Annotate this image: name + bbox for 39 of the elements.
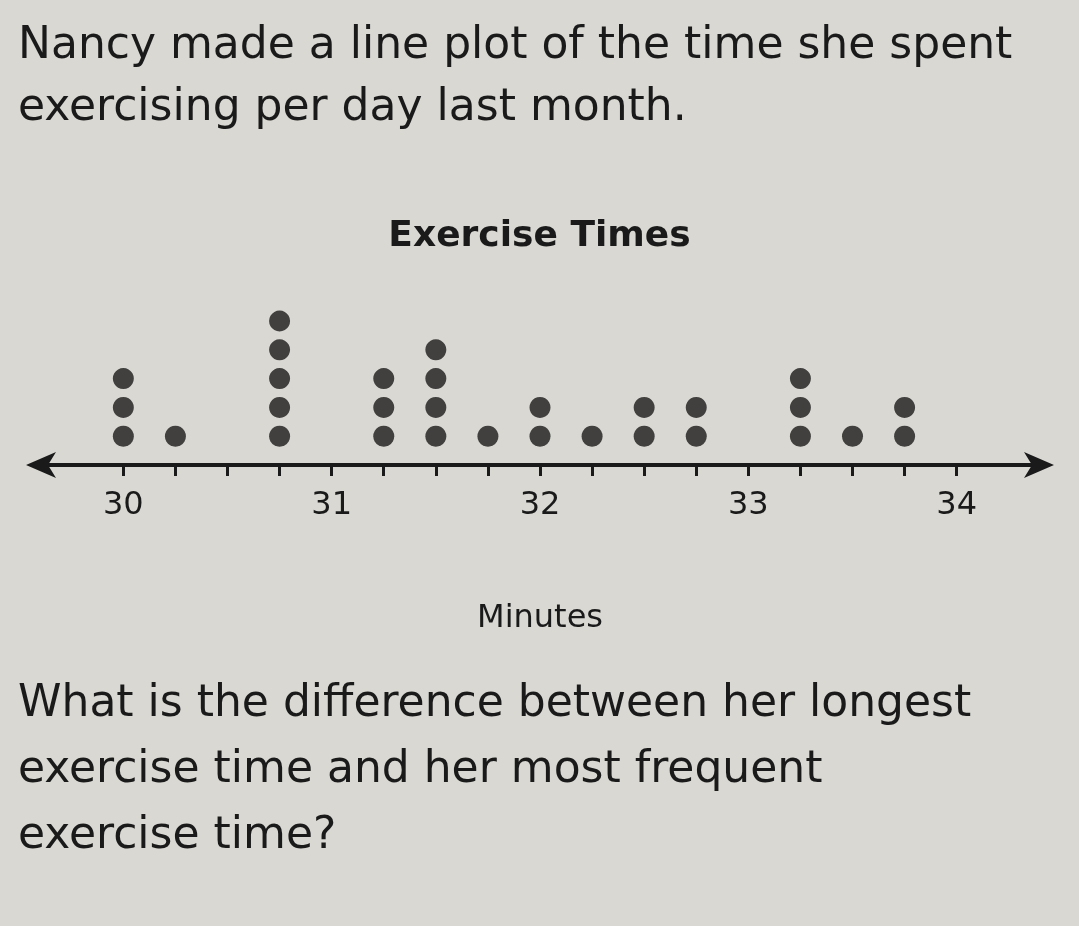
point: [685, 425, 707, 447]
point: [269, 368, 291, 390]
point: [425, 339, 447, 361]
x-tick-label: 33: [727, 484, 769, 522]
point: [112, 396, 134, 418]
point: [373, 396, 395, 418]
chart-title: Exercise Times: [388, 212, 691, 254]
point: [477, 425, 499, 447]
point: [112, 368, 134, 390]
point: [529, 425, 551, 447]
point: [425, 368, 447, 390]
point: [789, 396, 811, 418]
point: [425, 396, 447, 418]
x-tick-label: 31: [311, 484, 353, 522]
point: [269, 396, 291, 418]
point: [633, 396, 655, 418]
point: [894, 396, 916, 418]
point: [373, 425, 395, 447]
point: [164, 425, 186, 447]
point: [269, 339, 291, 361]
point: [269, 425, 291, 447]
x-tick-label: 34: [936, 484, 978, 522]
point: [581, 425, 603, 447]
point: [633, 425, 655, 447]
text: Nancy made a line plot of the time she spent exercising per day last month.: [18, 16, 1014, 132]
point: [529, 396, 551, 418]
point: [269, 310, 291, 332]
point: [112, 425, 134, 447]
point: [685, 396, 707, 418]
x-tick-label: 32: [519, 484, 561, 522]
text: What is the difference between her longest exercise time and her most frequent exercise time?: [18, 674, 973, 860]
point: [373, 368, 395, 390]
x-axis-title: Minutes: [477, 597, 603, 635]
x-tick-label: 30: [102, 484, 144, 522]
point: [894, 425, 916, 447]
point: [789, 425, 811, 447]
point: [789, 368, 811, 390]
point: [842, 425, 863, 447]
point: [425, 425, 447, 447]
